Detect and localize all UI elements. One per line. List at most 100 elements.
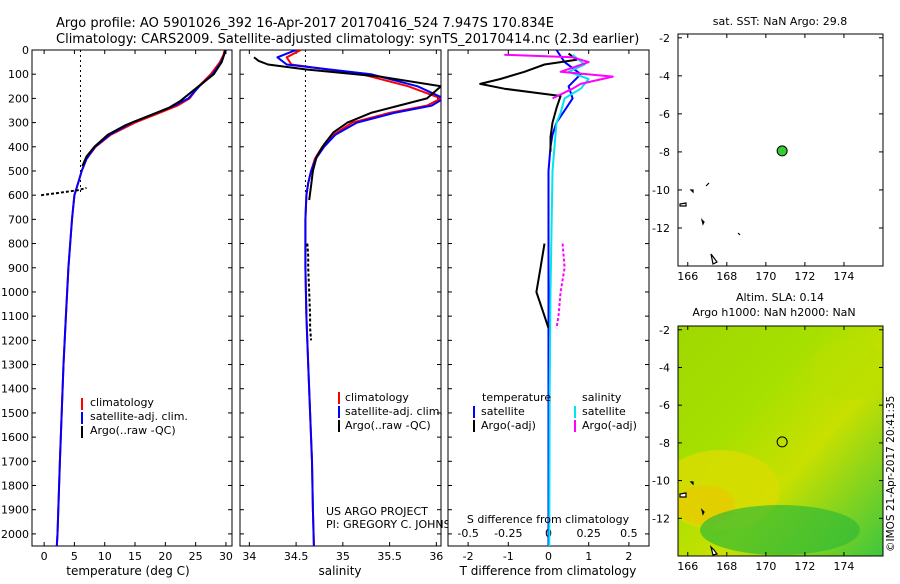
series-line xyxy=(306,243,313,341)
depth-tick-label: 1600 xyxy=(1,431,29,444)
sst-map-coastlines xyxy=(679,182,741,265)
temperature-x-axis: 0 5 10 15 20 25 30 xyxy=(41,50,233,563)
salinity-y-ticks xyxy=(240,49,441,535)
salinity-frame xyxy=(239,49,442,547)
depth-tick-label: 2000 xyxy=(1,528,29,541)
difference-x-axis: -2 -1 0 1 2-0.5 -0.25 0 0.25 0.5 xyxy=(457,50,638,563)
lat-tick-label: -12 xyxy=(652,222,670,235)
difference-series xyxy=(479,50,614,546)
top-x-tick-label: 0.5 xyxy=(620,527,638,540)
header-line-2: Climatology: CARS2009. Satellite-adjuste… xyxy=(56,32,639,47)
x-tick-label: -1 xyxy=(503,550,514,563)
legend-satellite: satellite-adj. clim. xyxy=(345,405,443,418)
x-tick-label: 35.5 xyxy=(377,550,402,563)
lon-tick-label: 168 xyxy=(716,270,737,283)
lat-tick-label: -2 xyxy=(659,324,670,337)
x-tick-label: 10 xyxy=(98,550,112,563)
x-tick-label: 35 xyxy=(336,550,350,563)
depth-tick-label: 800 xyxy=(8,238,29,251)
sla-mid-patch xyxy=(810,340,883,400)
x-tick-label: 30 xyxy=(219,550,233,563)
x-tick-label: 5 xyxy=(71,550,78,563)
lat-tick-label: -6 xyxy=(659,108,670,121)
lon-tick-label: 170 xyxy=(755,270,776,283)
sla-map-points xyxy=(776,436,788,448)
depth-tick-label: 500 xyxy=(8,165,29,178)
series-line xyxy=(40,186,87,197)
series-line xyxy=(504,53,614,100)
depth-tick-label: 700 xyxy=(8,213,29,226)
sst-map-panel: sat. SST: NaN Argo: 29.8 166 168 170 172 174… xyxy=(652,15,884,283)
series-line xyxy=(547,50,582,546)
difference-top-label: S difference from climatology xyxy=(467,513,630,526)
legend-title-salinity: salinity xyxy=(582,391,622,404)
lon-tick-label: 174 xyxy=(833,270,854,283)
x-tick-label: -2 xyxy=(463,550,474,563)
depth-tick-label: 600 xyxy=(8,189,29,202)
depth-tick-label: 100 xyxy=(8,68,29,81)
lat-tick-label: -10 xyxy=(652,475,670,488)
x-tick-label: 2 xyxy=(625,550,632,563)
legend-argo: Argo(..raw -QC) xyxy=(90,424,176,437)
depth-tick-label: 200 xyxy=(8,92,29,105)
legend-climatology: climatology xyxy=(90,396,154,409)
x-tick-label: 36 xyxy=(429,550,443,563)
lat-tick-label: -4 xyxy=(659,361,670,374)
depth-tick-label: 1300 xyxy=(1,359,29,372)
x-tick-label: 15 xyxy=(128,550,142,563)
sst-map-points xyxy=(776,145,788,157)
series-line xyxy=(479,52,578,152)
lon-tick-label: 172 xyxy=(794,270,815,283)
top-x-tick-label: -0.5 xyxy=(457,527,478,540)
depth-tick-label: 1900 xyxy=(1,504,29,517)
sst-map-axes: 166 168 170 172 174 -2 -4 -6 -8 -10 -12 xyxy=(652,32,883,283)
sla-map-axes: 166 168 170 172 174 -2 -4 -6 -8 -10 -12 xyxy=(652,324,883,573)
legend-t-argo: Argo(-adj) xyxy=(481,419,536,432)
lon-tick-label: 170 xyxy=(755,560,776,573)
x-tick-label: 20 xyxy=(158,550,172,563)
depth-tick-label: 1200 xyxy=(1,334,29,347)
x-tick-label: 25 xyxy=(189,550,203,563)
top-x-tick-label: -0.25 xyxy=(494,527,522,540)
argo-float-marker xyxy=(776,436,788,448)
series-line xyxy=(253,56,441,201)
project-annotation-line-1: US ARGO PROJECT xyxy=(326,505,428,518)
argo-float-marker xyxy=(776,145,788,157)
difference-y-ticks xyxy=(448,49,649,535)
lat-tick-label: -8 xyxy=(659,146,670,159)
lat-tick-label: -2 xyxy=(659,32,670,45)
salinity-panel: 34 34.5 35 35.5 36 salinity climatology sate… xyxy=(239,49,467,578)
lat-tick-label: -4 xyxy=(659,70,670,83)
depth-tick-label: 1100 xyxy=(1,310,29,323)
legend-satellite: satellite-adj. clim. xyxy=(90,410,188,423)
lon-tick-label: 166 xyxy=(677,270,698,283)
salinity-legend: climatology satellite-adj. clim. Argo(..… xyxy=(338,391,443,432)
x-tick-label: 0 xyxy=(41,550,48,563)
legend-argo: Argo(..raw -QC) xyxy=(345,419,431,432)
series-line xyxy=(555,243,566,329)
depth-tick-label: 1400 xyxy=(1,383,29,396)
temperature-frame xyxy=(31,49,233,547)
lon-tick-label: 172 xyxy=(794,560,815,573)
lat-tick-label: -6 xyxy=(659,399,670,412)
depth-tick-label: 1700 xyxy=(1,455,29,468)
lon-tick-label: 168 xyxy=(716,560,737,573)
coastline-islands xyxy=(679,182,741,265)
legend-s-satellite: satellite xyxy=(582,405,626,418)
x-tick-label: 1 xyxy=(585,550,592,563)
sla-heatmap xyxy=(678,326,883,556)
lat-tick-label: -12 xyxy=(652,512,670,525)
sla-map-subtitle: Argo h1000: NaN h2000: NaN xyxy=(692,306,855,319)
depth-tick-label: 900 xyxy=(8,262,29,275)
x-tick-label: 0 xyxy=(545,550,552,563)
temperature-series xyxy=(40,50,227,546)
lat-tick-label: -8 xyxy=(659,437,670,450)
sla-low-patch xyxy=(700,505,860,555)
x-tick-label: 34.5 xyxy=(284,550,309,563)
sla-map-panel: Altim. SLA: 0.14 Argo h1000: NaN h2000: … xyxy=(652,291,884,573)
series-line xyxy=(535,243,550,329)
project-annotation-line-2: PI: GREGORY C. JOHNSON xyxy=(326,518,467,531)
legend-title-temperature: temperature xyxy=(482,391,551,404)
temperature-panel: 0100200300400500600700800900100011001200… xyxy=(1,44,233,578)
